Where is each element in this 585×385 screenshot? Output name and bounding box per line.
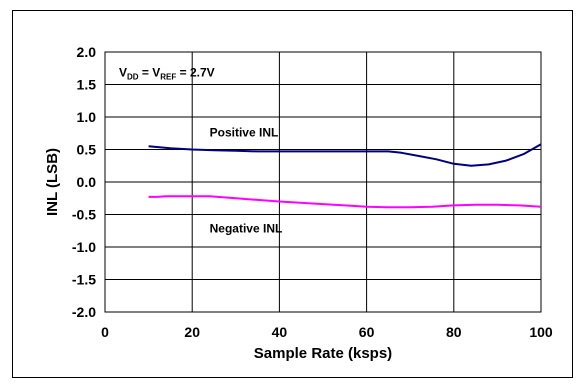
x-tick-label: 0 [101,324,109,340]
x-tick-label: 100 [529,324,553,340]
x-tick-label: 20 [184,324,200,340]
anno-sub-ref: REF [160,73,176,82]
y-tick-label: 0.0 [77,174,97,190]
x-tick-label: 40 [272,324,288,340]
y-tick-label: 2.0 [77,44,97,60]
series-layer [148,143,542,209]
grid [104,51,542,313]
series-line-negative-inl [148,195,542,209]
y-tick-label: -0.5 [72,207,96,223]
plot-area [104,51,542,313]
y-tick-label: -1.0 [72,239,96,255]
anno-v1: V [119,66,127,80]
positive-inl-label: Positive INL [210,126,279,140]
negative-inl-label: Negative INL [210,222,283,236]
series-line-positive-inl [148,143,542,167]
anno-value: = 2.7V [176,66,214,80]
y-tick-label: -2.0 [72,304,96,320]
y-axis-title: INL (LSB) [44,148,61,216]
anno-sub-dd: DD [127,73,139,82]
x-axis-title: Sample Rate (ksps) [254,345,392,362]
y-tick-labels: 2.0 1.5 1.0 0.5 0.0 -0.5 -1.0 -1.5 -2.0 [72,44,96,320]
condition-annotation: VDD = VREF = 2.7V [119,66,215,82]
y-tick-label: 1.0 [77,109,97,125]
x-tick-labels: 0 20 40 60 80 100 [101,324,553,340]
anno-eq-v: = V [139,66,161,80]
y-tick-label: 1.5 [77,77,97,93]
y-tick-label: -1.5 [72,272,96,288]
y-tick-label: 0.5 [77,142,97,158]
x-tick-label: 80 [446,324,462,340]
x-tick-label: 60 [359,324,375,340]
